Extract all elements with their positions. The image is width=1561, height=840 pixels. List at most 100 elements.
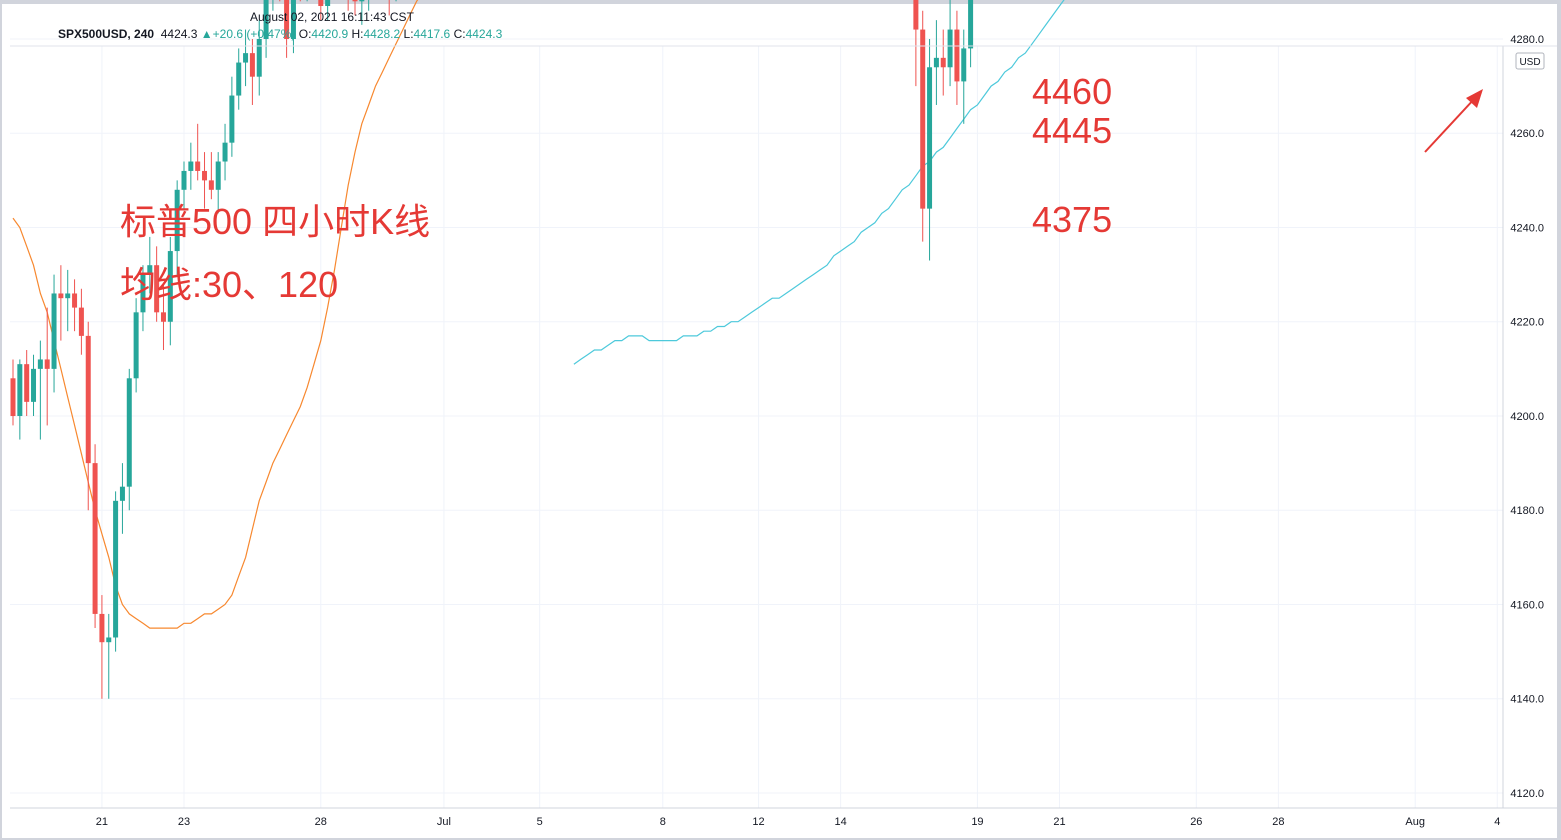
time-tick-label: 21	[96, 816, 108, 828]
time-tick-label: 19	[971, 816, 983, 828]
price-tick-label: 4260.0	[1510, 128, 1544, 140]
time-tick-label: 14	[835, 816, 847, 828]
candle	[181, 161, 187, 209]
candle	[272, 0, 274, 11]
low-value: 4417.6	[413, 27, 451, 41]
ma120-series	[573, 0, 1065, 365]
candle	[10, 359, 16, 426]
time-tick-label: 4	[1494, 816, 1500, 828]
candle	[290, 0, 296, 54]
candle	[154, 246, 160, 322]
candle	[106, 613, 112, 699]
candle	[72, 279, 78, 332]
candle	[968, 0, 974, 68]
candle	[215, 152, 221, 214]
price-tick-label: 4280.0	[1510, 34, 1544, 46]
low-label: L:	[403, 27, 414, 41]
red-arrow-annotation	[1424, 89, 1483, 153]
candle	[78, 288, 84, 355]
time-tick-label: Aug	[1405, 816, 1425, 828]
time-tick-label: Jul	[437, 816, 451, 828]
annotation-ma-note: 均线:30、120	[120, 264, 338, 305]
candle	[51, 274, 57, 393]
time-tick-label: 5	[537, 816, 543, 828]
open-value: 4420.9	[311, 27, 349, 41]
annotation-level-4460: 4460	[1032, 71, 1112, 112]
candle	[147, 236, 153, 294]
time-tick-label: 21	[1053, 816, 1065, 828]
candle	[113, 491, 119, 652]
candle	[58, 265, 64, 341]
candle	[947, 0, 953, 87]
up-triangle-icon: ▲	[200, 27, 213, 41]
candle	[160, 284, 166, 351]
candle	[249, 38, 255, 105]
candle	[913, 0, 919, 87]
candle	[195, 123, 201, 181]
candle	[119, 463, 125, 534]
candle	[256, 20, 262, 96]
time-tick-label: 12	[752, 816, 764, 828]
ma30-series	[12, 0, 419, 629]
candle	[236, 48, 242, 110]
high-label: H:	[351, 27, 364, 41]
candle	[927, 38, 933, 261]
candle	[954, 10, 960, 105]
close-label: C:	[453, 27, 466, 41]
time-tick-label: 28	[315, 816, 327, 828]
candle	[167, 236, 173, 346]
candle	[352, 0, 358, 16]
candle	[44, 307, 50, 426]
time-tick-label: 28	[1272, 816, 1284, 828]
candle	[933, 20, 939, 105]
currency-badge[interactable]	[1515, 52, 1545, 70]
annotation-level-4445: 4445	[1032, 110, 1112, 151]
open-label: O:	[298, 27, 312, 41]
candle	[359, 0, 365, 25]
price-change: +20.6 (+0.47%)	[212, 27, 296, 41]
candle	[284, 0, 290, 58]
price-tick-label: 4160.0	[1510, 599, 1544, 611]
candle	[229, 76, 235, 157]
candle	[37, 340, 43, 440]
high-value: 4428.2	[363, 27, 401, 41]
candle	[65, 269, 71, 332]
symbol-label[interactable]: SPX500USD, 240	[58, 27, 155, 41]
candle	[388, 0, 390, 16]
header-ohlc-line: SPX500USD, 240 4424.3 ▲+20.6 (+0.47%) O:…	[58, 27, 502, 41]
candle	[263, 0, 269, 58]
ma30-line	[12, 0, 419, 629]
price-tick-label: 4220.0	[1510, 317, 1544, 329]
candle	[243, 29, 249, 87]
candle	[188, 142, 194, 190]
price-tick-label: 4140.0	[1510, 694, 1544, 706]
time-tick-label: 23	[178, 816, 190, 828]
price-axis-ticks: 4120.0 4140.0 4160.0 4180.0 4200.0 4220.0 4240…	[1510, 34, 1544, 800]
price-tick-label: 4200.0	[1510, 411, 1544, 423]
price-tick-label: 4120.0	[1510, 788, 1544, 800]
ma120-line	[573, 0, 1065, 365]
candle	[222, 123, 228, 181]
last-price: 4424.3	[160, 27, 198, 41]
candle	[126, 368, 132, 511]
candle	[133, 298, 139, 393]
candle	[24, 350, 30, 416]
time-tick-label: 8	[660, 816, 666, 828]
candle	[940, 29, 946, 96]
candle	[325, 0, 331, 21]
candle	[961, 29, 967, 124]
price-tick-label: 4180.0	[1510, 505, 1544, 517]
candle	[140, 265, 146, 332]
candle	[174, 180, 180, 275]
annotation-title: 标普500 四小时K线	[120, 201, 430, 242]
candle	[920, 10, 926, 242]
price-tick-label: 4240.0	[1510, 222, 1544, 234]
time-tick-label: 26	[1190, 816, 1202, 828]
candle	[85, 321, 91, 511]
close-value: 4424.3	[465, 27, 503, 41]
candle	[208, 152, 214, 200]
currency-label: USD	[1519, 57, 1540, 68]
candle	[99, 595, 105, 699]
candle	[202, 152, 208, 209]
